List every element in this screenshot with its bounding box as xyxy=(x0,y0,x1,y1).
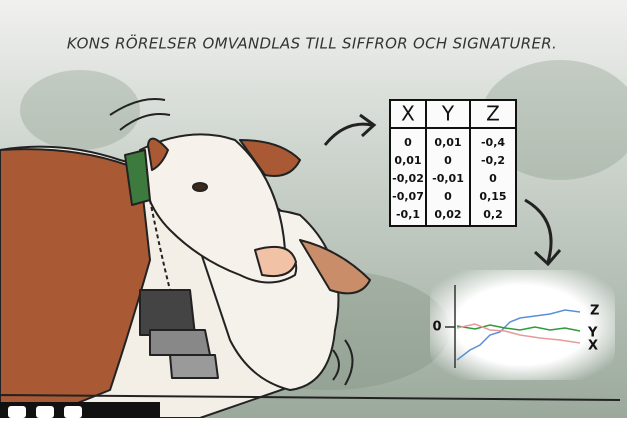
caption: KONS RÖRELSER OMVANDLAS TILL SIFFROR OCH… xyxy=(67,34,557,53)
table-cell: 0 xyxy=(444,190,452,203)
film-strip xyxy=(0,402,160,418)
series-label: X xyxy=(588,339,598,354)
table-cell: -0,4 xyxy=(481,136,505,149)
table-cell: -0,01 xyxy=(432,172,464,185)
illustration: KONS RÖRELSER OMVANDLAS TILL SIFFROR OCH… xyxy=(0,0,627,418)
table-cell: 0,01 xyxy=(394,154,421,167)
table-cell: 0 xyxy=(444,154,452,167)
table-header: X xyxy=(401,102,415,126)
table-header: Z xyxy=(486,102,500,126)
series-label: Z xyxy=(590,304,599,319)
table-cell: -0,2 xyxy=(481,154,505,167)
table-cell: -0,07 xyxy=(392,190,424,203)
table-cell: 0,2 xyxy=(483,208,503,221)
table-cell: 0 xyxy=(404,136,412,149)
table-header: Y xyxy=(441,102,455,126)
table-cell: 0,01 xyxy=(434,136,461,149)
table-cell: 0,02 xyxy=(434,208,461,221)
table-cell: -0,1 xyxy=(396,208,420,221)
table-cell: 0,15 xyxy=(479,190,506,203)
table-cell: -0,02 xyxy=(392,172,424,185)
table-cell: 0 xyxy=(489,172,497,185)
zero-label: 0 xyxy=(432,320,441,335)
